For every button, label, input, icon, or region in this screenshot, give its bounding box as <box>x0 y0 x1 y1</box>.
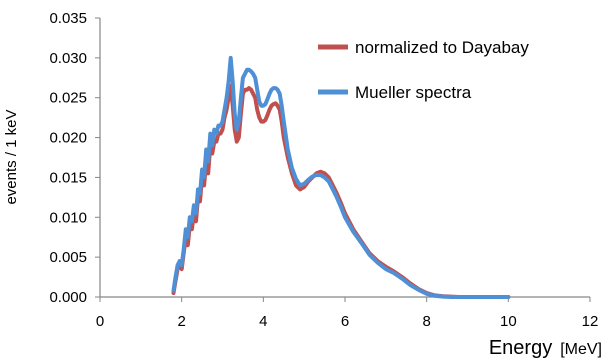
x-tick-label: 10 <box>500 313 517 330</box>
x-axis-title: Energy [MeV] <box>489 337 602 359</box>
x-tick-label: 8 <box>422 313 430 330</box>
x-tick-label: 12 <box>582 313 599 330</box>
legend: normalized to Dayabay Mueller spectra <box>318 38 529 102</box>
x-tick-label: 4 <box>259 313 267 330</box>
x-axis-title-unit: [MeV] <box>560 341 602 358</box>
series-lines <box>171 55 511 299</box>
y-tick-label: 0.020 <box>49 130 87 147</box>
legend-label-dayabay: normalized to Dayabay <box>355 38 529 57</box>
y-axis-title: events / 1 keV <box>3 109 20 204</box>
y-tick-label: 0.025 <box>49 90 87 107</box>
y-tick-label: 0.000 <box>49 289 87 306</box>
x-axis-ticks: 0 2 4 6 8 10 12 <box>96 297 599 330</box>
x-tick-label: 0 <box>96 313 104 330</box>
y-tick-label: 0.035 <box>49 10 87 27</box>
y-tick-label: 0.030 <box>49 50 87 67</box>
x-tick-label: 2 <box>177 313 185 330</box>
y-axis-ticks: 0.000 0.005 0.010 0.015 0.020 0.025 0.030 0.035 <box>49 10 100 306</box>
series-line-mueller <box>171 55 511 299</box>
legend-label-mueller: Mueller spectra <box>355 83 472 102</box>
x-axis-title-main: Energy <box>489 337 552 359</box>
x-tick-label: 6 <box>341 313 349 330</box>
y-tick-label: 0.010 <box>49 209 87 226</box>
y-tick-label: 0.005 <box>49 249 87 266</box>
y-tick-label: 0.015 <box>49 169 87 186</box>
